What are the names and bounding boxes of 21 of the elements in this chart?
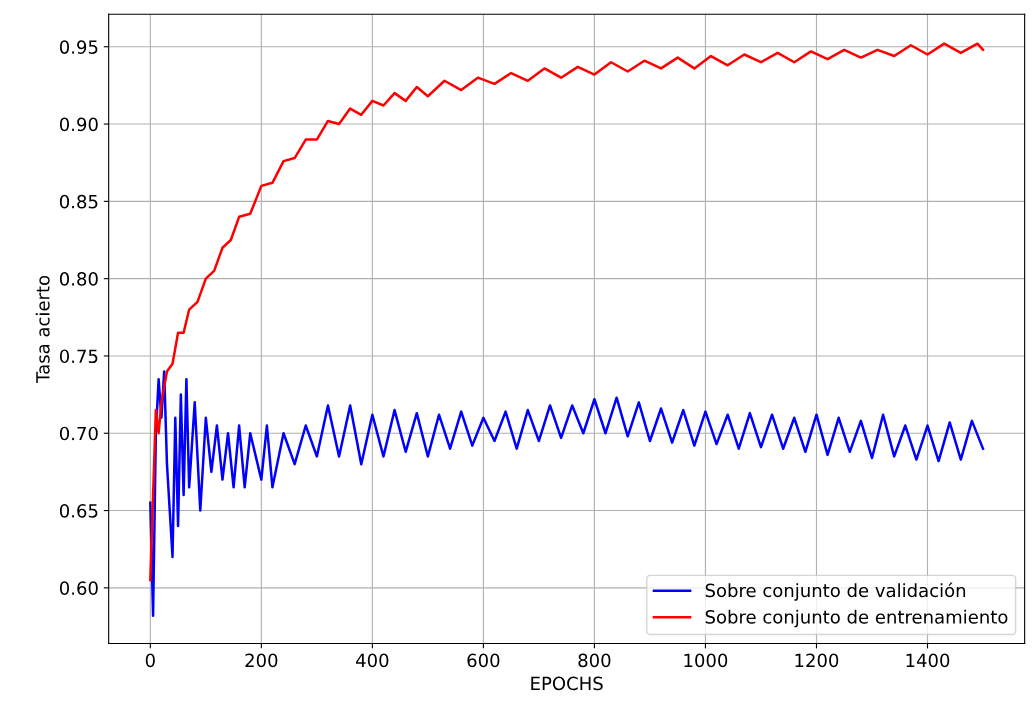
y-tick-label: 0.95: [59, 40, 98, 54]
x-tick-label: 1200: [795, 653, 839, 668]
y-tick-label: 0.75: [59, 349, 98, 364]
line-series: [149, 42, 985, 582]
x-tick-label: 1400: [906, 653, 950, 668]
x-tick-label: 800: [578, 653, 611, 668]
y-tick-label: 0.85: [59, 194, 98, 209]
legend-label: Sobre conjunto de entrenamiento: [705, 609, 1008, 628]
y-tick-label: 0.80: [59, 272, 98, 286]
y-tick-label: 0.60: [59, 581, 98, 595]
x-tick-label: 1000: [684, 653, 728, 668]
x-tick-label: 0: [145, 653, 155, 668]
y-tick-label: 0.65: [59, 504, 98, 518]
x-tick-label: 400: [356, 653, 389, 668]
y-axis-title: Tasa acierto: [35, 275, 50, 383]
y-tick-label: 0.70: [59, 426, 98, 441]
legend-label: Sobre conjunto de validación: [705, 582, 966, 601]
y-tick-label: 0.90: [59, 117, 98, 132]
x-tick-label: 200: [245, 653, 278, 668]
x-axis-title: EPOCHS: [531, 676, 603, 691]
x-tick-label: 600: [467, 653, 500, 668]
